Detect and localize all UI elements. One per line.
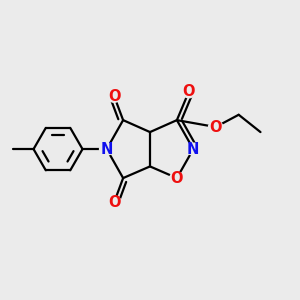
Text: O: O xyxy=(183,84,195,99)
Text: O: O xyxy=(108,195,120,210)
Text: O: O xyxy=(209,119,222,134)
Text: N: N xyxy=(187,142,200,157)
Ellipse shape xyxy=(208,121,223,133)
Ellipse shape xyxy=(182,86,196,98)
Ellipse shape xyxy=(100,143,114,155)
Ellipse shape xyxy=(186,143,200,155)
Ellipse shape xyxy=(107,90,121,102)
Text: O: O xyxy=(171,171,183,186)
Text: O: O xyxy=(108,89,120,104)
Ellipse shape xyxy=(170,172,184,184)
Ellipse shape xyxy=(107,196,121,208)
Text: N: N xyxy=(100,142,113,157)
